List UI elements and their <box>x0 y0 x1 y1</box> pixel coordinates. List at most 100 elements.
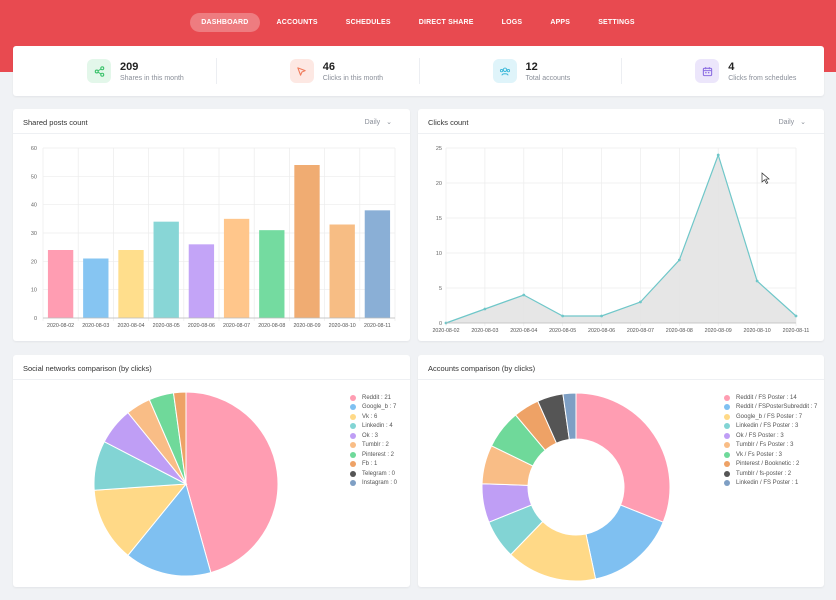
pie-slice[interactable] <box>562 392 577 441</box>
nav-settings[interactable]: SETTINGS <box>598 19 635 26</box>
legend-item[interactable]: Reddit / FS Poster : 14 <box>724 393 817 403</box>
pie-slice[interactable] <box>93 483 188 557</box>
area-fill <box>446 155 796 323</box>
legend-item[interactable]: Pinterest / Booknetic : 2 <box>724 460 817 470</box>
pie-slice[interactable] <box>575 392 671 523</box>
mouse-cursor-icon <box>761 172 770 184</box>
pie-slice[interactable] <box>172 391 187 485</box>
bar[interactable] <box>294 165 320 318</box>
legend-item[interactable]: Tumblr / Fs Poster : 3 <box>724 441 817 451</box>
legend-item[interactable]: Telegram : 0 <box>350 469 397 479</box>
legend-swatch <box>724 404 730 411</box>
y-tick-label: 30 <box>31 231 37 237</box>
x-tick-label: 2020-08-07 <box>223 323 250 329</box>
dropdown-value: Daily <box>364 119 381 126</box>
nav-logs[interactable]: LOGS <box>501 19 523 26</box>
period-dropdown[interactable]: Daily ⌄ <box>365 118 392 126</box>
legend-item[interactable]: Reddit / FSPosterSubreddit : 7 <box>724 403 817 413</box>
legend-item[interactable]: Reddit : 21 <box>350 393 397 403</box>
social-networks-card: Social networks comparison (by clicks) R… <box>13 355 410 587</box>
bar[interactable] <box>188 244 215 318</box>
legend-swatch <box>350 413 356 420</box>
legend-item[interactable]: Tumblr : 2 <box>350 441 397 451</box>
legend-swatch <box>724 442 730 449</box>
x-tick-label: 2020-08-09 <box>705 328 732 334</box>
y-tick-label: 10 <box>31 288 37 294</box>
legend-swatch <box>724 413 730 420</box>
legend-item[interactable]: Ok / FS Poster : 3 <box>724 431 817 441</box>
accounts-donut <box>481 392 671 582</box>
pie-slice[interactable] <box>185 391 279 574</box>
stats-bar: 209 Shares in this month 46 Clicks in th… <box>13 46 824 96</box>
stat-value: 4 <box>728 60 735 73</box>
legend-swatch <box>350 470 356 477</box>
legend-label: Ok : 3 <box>362 432 379 439</box>
donut-legend: Reddit / FS Poster : 14 Reddit / FSPoster… <box>724 393 817 488</box>
legend-item[interactable]: Linkedin / FS Poster : 3 <box>724 422 817 432</box>
legend-swatch <box>724 451 730 458</box>
x-tick-label: 2020-08-07 <box>627 328 654 334</box>
bar[interactable] <box>259 230 285 318</box>
y-tick-label: 50 <box>31 174 37 180</box>
data-point[interactable] <box>600 314 603 318</box>
clicks-card: Clicks count Daily ⌄ 0 5 10 15 20 25 2020-08-02… <box>418 109 824 341</box>
period-dropdown[interactable]: Daily ⌄ <box>779 118 806 126</box>
stat-label: Shares in this month <box>120 74 184 82</box>
clicks-chart: 0 5 10 15 20 25 2020-08-02 2020-08-03 2020-08-04… <box>432 146 810 334</box>
legend-swatch <box>724 432 730 439</box>
shared-posts-card: Shared posts count Daily ⌄ 0 10 20 30 40 50 60 2… <box>13 109 410 341</box>
legend-label: Linkedin / FS Poster : 3 <box>736 423 799 430</box>
legend-item[interactable]: Vk : 6 <box>350 412 397 422</box>
x-tick-label: 2020-08-11 <box>783 328 810 334</box>
bar[interactable] <box>47 250 74 318</box>
legend-item[interactable]: Tumblr / fs-poster : 2 <box>724 469 817 479</box>
legend-item[interactable]: Ok : 3 <box>350 431 397 441</box>
legend-item[interactable]: Fb : 1 <box>350 460 397 470</box>
data-point[interactable] <box>561 314 565 318</box>
bar[interactable] <box>329 224 355 319</box>
legend-item[interactable]: Pinterest : 2 <box>350 450 397 460</box>
card-title: Clicks count <box>428 118 469 127</box>
x-tick-label: 2020-08-04 <box>510 328 537 334</box>
bar[interactable] <box>83 258 109 319</box>
data-point[interactable] <box>716 153 720 157</box>
data-point[interactable] <box>794 314 798 318</box>
x-tick-label: 2020-08-11 <box>364 323 391 329</box>
legend-label: Google_b / FS Poster : 7 <box>736 413 803 420</box>
bar[interactable] <box>118 250 144 318</box>
x-tick-label: 2020-08-05 <box>153 323 180 329</box>
legend-item[interactable]: Linkedin : 4 <box>350 422 397 432</box>
data-point[interactable] <box>755 279 759 283</box>
legend-item[interactable]: Linkedin / FS Poster : 1 <box>724 479 817 489</box>
nav-apps[interactable]: APPS <box>550 19 571 26</box>
card-title: Shared posts count <box>23 118 88 127</box>
shared-posts-chart: 0 10 20 30 40 50 60 2020-08-02 2020-08-03 2020-08… <box>31 146 396 329</box>
data-point[interactable] <box>522 293 526 297</box>
share-icon <box>87 59 111 83</box>
bar[interactable] <box>364 210 391 318</box>
nav-direct-share[interactable]: DIRECT SHARE <box>418 19 474 26</box>
chevron-down-icon: ⌄ <box>800 119 806 126</box>
data-point[interactable] <box>639 300 642 304</box>
legend-swatch <box>724 394 730 401</box>
data-point[interactable] <box>677 258 681 262</box>
legend-label: Instagram : 0 <box>362 480 398 487</box>
pie-slice[interactable] <box>127 482 212 577</box>
nav-dashboard[interactable]: DASHBOARD <box>190 13 260 32</box>
legend-label: Vk / Fs Poster : 3 <box>736 451 783 458</box>
nav-accounts[interactable]: ACCOUNTS <box>276 19 318 26</box>
y-tick-label: 10 <box>436 251 442 257</box>
bar[interactable] <box>223 218 250 318</box>
users-icon <box>492 59 517 83</box>
legend-item[interactable]: Instagram : 0 <box>350 479 397 489</box>
legend-item[interactable]: Google_b : 7 <box>350 403 397 413</box>
x-tick-label: 2020-08-04 <box>117 323 144 329</box>
x-tick-label: 2020-08-02 <box>47 323 74 329</box>
data-point[interactable] <box>483 307 487 311</box>
nav-schedules[interactable]: SCHEDULES <box>345 19 391 26</box>
legend-label: Pinterest / Booknetic : 2 <box>736 461 800 468</box>
bar[interactable] <box>153 221 179 318</box>
legend-item[interactable]: Vk / Fs Poster : 3 <box>724 450 817 460</box>
legend-item[interactable]: Google_b / FS Poster : 7 <box>724 412 817 422</box>
divider <box>418 379 824 380</box>
